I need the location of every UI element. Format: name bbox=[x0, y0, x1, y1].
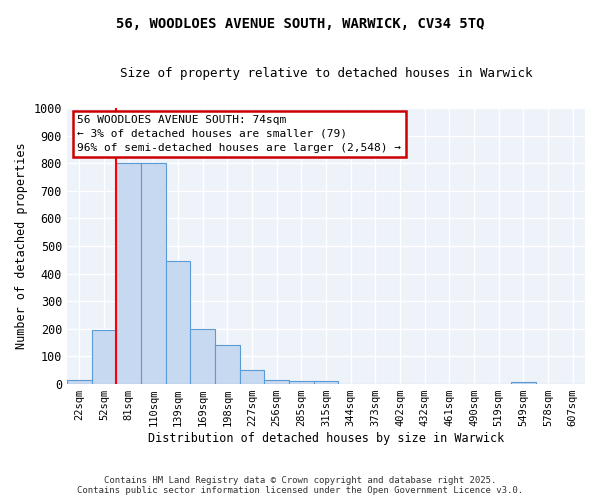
Title: Size of property relative to detached houses in Warwick: Size of property relative to detached ho… bbox=[120, 68, 532, 80]
Bar bbox=[239, 370, 264, 384]
Y-axis label: Number of detached properties: Number of detached properties bbox=[15, 143, 28, 350]
Text: Contains HM Land Registry data © Crown copyright and database right 2025.
Contai: Contains HM Land Registry data © Crown c… bbox=[77, 476, 523, 495]
Bar bbox=[190, 329, 215, 384]
Bar bbox=[264, 380, 289, 384]
Bar bbox=[92, 330, 116, 384]
Bar bbox=[215, 346, 239, 384]
Bar bbox=[116, 164, 141, 384]
Bar bbox=[289, 382, 314, 384]
Text: 56 WOODLOES AVENUE SOUTH: 74sqm
← 3% of detached houses are smaller (79)
96% of : 56 WOODLOES AVENUE SOUTH: 74sqm ← 3% of … bbox=[77, 115, 401, 153]
Bar bbox=[67, 380, 92, 384]
Text: 56, WOODLOES AVENUE SOUTH, WARWICK, CV34 5TQ: 56, WOODLOES AVENUE SOUTH, WARWICK, CV34… bbox=[116, 18, 484, 32]
Bar bbox=[141, 164, 166, 384]
Bar bbox=[166, 262, 190, 384]
Bar bbox=[511, 382, 536, 384]
Bar bbox=[314, 382, 338, 384]
X-axis label: Distribution of detached houses by size in Warwick: Distribution of detached houses by size … bbox=[148, 432, 504, 445]
